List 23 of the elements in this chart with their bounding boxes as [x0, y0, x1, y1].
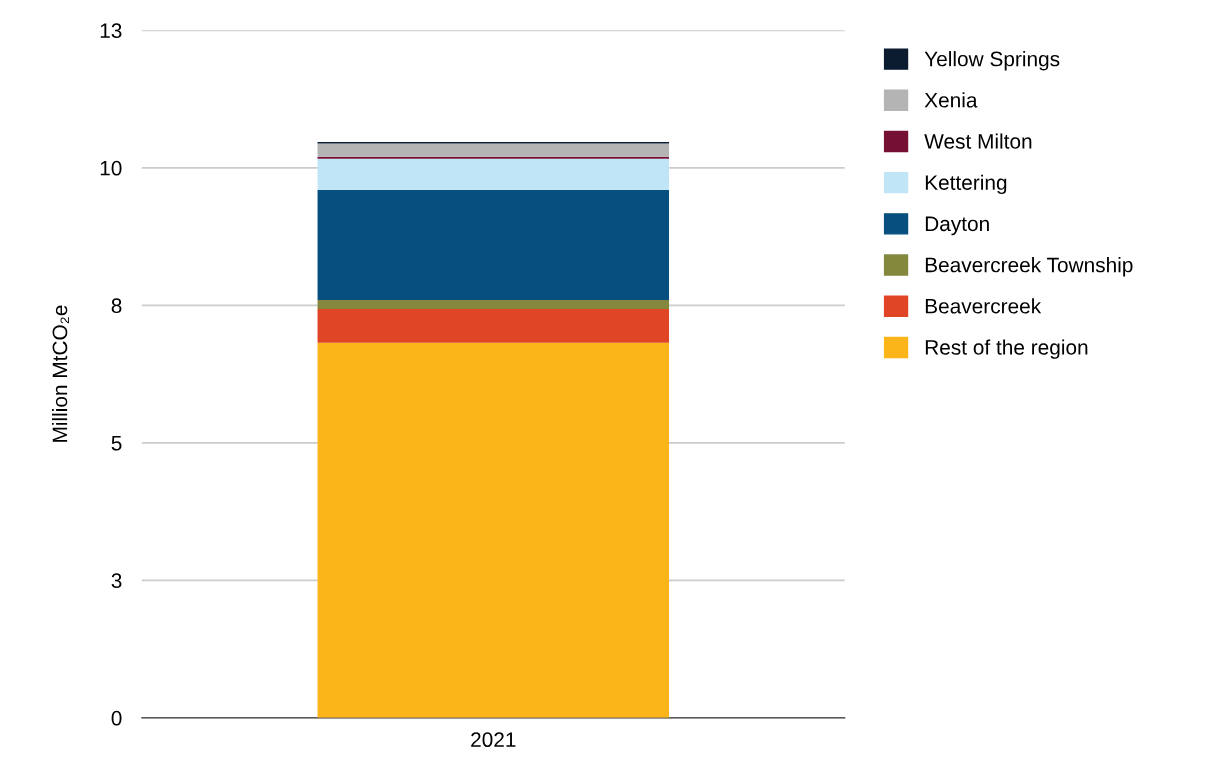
- bar: [317, 342, 670, 718]
- bar: [317, 158, 670, 191]
- y-axis-title: Million MtCO₂e: [51, 305, 69, 442]
- y-tick-label: 5: [111, 436, 122, 451]
- y-tick-label: 10: [100, 160, 122, 176]
- legend-label: Kettering: [925, 174, 1007, 195]
- legend-label: Dayton: [925, 216, 989, 236]
- legend-label: Yellow Springs: [924, 51, 1060, 71]
- legend-label: West Milton: [924, 133, 1032, 149]
- x-tick-label: 2021: [471, 732, 516, 748]
- y-tick-label: 13: [100, 23, 122, 39]
- y-tick-label: 0: [111, 710, 122, 726]
- legend-label: Rest of the region: [925, 339, 1088, 359]
- y-tick-label: 3: [111, 573, 122, 589]
- legend-label: Beavercreek Township: [925, 257, 1133, 277]
- bar: [317, 156, 670, 159]
- legend-label: Beavercreek: [925, 298, 1042, 314]
- bar: [317, 143, 670, 157]
- legend-label: Xenia: [924, 92, 978, 108]
- bar: [317, 190, 670, 301]
- bar: [317, 300, 670, 310]
- bar: [317, 309, 670, 343]
- y-tick-label: 8: [111, 298, 122, 314]
